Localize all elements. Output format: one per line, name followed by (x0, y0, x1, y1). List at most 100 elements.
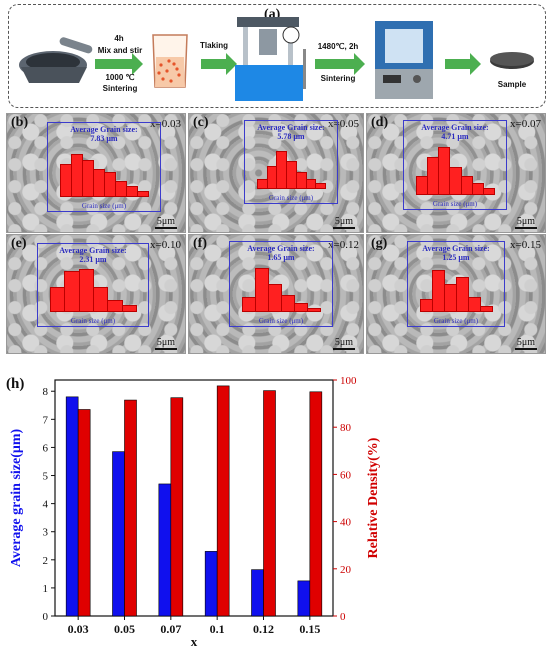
grain-size-histogram: Average Grain size: 5.78 μm Grain size (μm… (244, 120, 338, 204)
average-value: 7.83 μm (90, 134, 118, 143)
histogram-bar (456, 277, 469, 312)
grain-size-bar (251, 569, 264, 617)
histogram-bar (294, 303, 308, 312)
average-value: 1.25 μm (442, 253, 470, 262)
histogram-bar (307, 307, 321, 312)
histogram-bar (78, 268, 94, 312)
right-tick-label: 60 (340, 469, 352, 481)
mortar-pestle-icon (19, 37, 93, 83)
x-tick-label: 0.12 (253, 622, 274, 636)
histogram-bar (480, 305, 493, 312)
grain-size-histogram: Average Grain size: 1.25 μm Grain size (μm… (407, 241, 505, 327)
step1-temp: 1000 ℃ (105, 73, 135, 82)
histogram-axis-label: Grain size (μm) (81, 202, 127, 210)
left-tick-label: 4 (43, 499, 49, 511)
process-schematic-panel: (a) 4h Mix and stir 1000 ℃ Sintering Tla… (8, 4, 546, 108)
average-value: 2.31 μm (79, 255, 107, 264)
plot-frame (54, 379, 334, 617)
grain-size-bar (297, 580, 311, 617)
histogram-axis-label: Grain size (μm) (70, 317, 116, 325)
average-grain-size-text: Average Grain size: 5.78 μm (245, 123, 337, 141)
left-tick-label: 6 (43, 442, 49, 454)
x-tick-label: 0.07 (160, 622, 181, 636)
scale-bar: 5μm (154, 337, 177, 350)
right-axis-label: Relative Density(%) (366, 437, 381, 558)
composition-label: x=0.05 (328, 118, 359, 130)
density-bar (170, 397, 184, 617)
sem-micrograph: (g) x=0.15 5μm Average Grain size: 1.25 μm Gr… (366, 234, 546, 354)
grain-size-bar (158, 483, 172, 617)
panel-h-label: (h) (6, 376, 24, 392)
left-tick-label: 5 (43, 471, 49, 483)
average-label: Average Grain size: (421, 123, 489, 132)
histogram-bar (93, 286, 109, 312)
histogram-bar (64, 271, 80, 312)
average-label: Average Grain size: (70, 125, 138, 134)
histogram-bar (242, 296, 256, 312)
sem-micrograph: (b) x=0.03 5μm Average Grain size: 7.83 μm Gr… (6, 113, 186, 233)
sample-disk-icon (490, 52, 534, 69)
histogram-axis-label: Grain size (μm) (433, 317, 479, 325)
x-tick-label: 0.05 (114, 622, 135, 636)
left-tick-label: 8 (43, 386, 49, 398)
micrograph-label: (f) (193, 236, 207, 251)
average-value: 1.65 μm (267, 253, 295, 262)
left-tick-label: 0 (43, 611, 49, 623)
right-tick-label: 100 (340, 375, 357, 387)
micrograph-label: (d) (371, 115, 389, 130)
scale-bar: 5μm (154, 216, 177, 229)
sem-micrograph: (f) x=0.12 5μm Average Grain size: 1.65 μm Gr… (188, 234, 364, 354)
grain-size-bar (204, 551, 218, 617)
average-grain-size-text: Average Grain size: 7.83 μm (48, 125, 160, 143)
average-label: Average Grain size: (59, 246, 127, 255)
density-bar (77, 409, 91, 617)
step1-action: Mix and stir (97, 46, 143, 55)
step2-label: Tlaking (199, 41, 228, 50)
hydraulic-press-icon (235, 17, 306, 101)
composition-label: x=0.10 (150, 239, 181, 251)
density-bar (309, 391, 323, 617)
composition-label: x=0.03 (150, 118, 181, 130)
average-label: Average Grain size: (257, 123, 325, 132)
scale-bar: 5μm (332, 216, 355, 229)
grain-size-histogram: Average Grain size: 1.65 μm Grain size (μm… (229, 241, 333, 327)
right-tick-label: 0 (340, 611, 346, 623)
density-bar (124, 399, 137, 617)
step3-sintering: Sintering (320, 74, 356, 83)
composition-label: x=0.15 (510, 239, 541, 251)
x-axis-label: x (191, 634, 198, 649)
step4-label: Sample (497, 80, 527, 89)
right-tick-label: 40 (340, 517, 352, 529)
grain-size-bar (65, 396, 79, 617)
grain-size-histogram: Average Grain size: 2.31 μm Grain size (μm… (37, 243, 149, 327)
histogram-bar (255, 268, 269, 312)
x-tick-label: 0.1 (210, 622, 225, 636)
histogram-bar (121, 304, 137, 312)
histogram-bar (315, 182, 326, 189)
sem-micrograph: (d) x=0.07 5μm Average Grain size: 4.71 μm Gr… (366, 113, 546, 233)
average-grain-size-text: Average Grain size: 1.65 μm (230, 244, 332, 262)
scale-bar: 5μm (332, 337, 355, 350)
micrograph-label: (g) (371, 236, 388, 251)
histogram-axis-label: Grain size (μm) (268, 194, 314, 202)
average-label: Average Grain size: (247, 244, 315, 253)
histogram-bar (107, 299, 123, 312)
average-value: 5.78 μm (277, 132, 305, 141)
histogram-bar (50, 286, 66, 312)
histogram-bar (268, 283, 282, 312)
density-bar (216, 385, 230, 617)
histogram-bar (281, 294, 295, 312)
average-label: Average Grain size: (422, 244, 490, 253)
average-value: 4.71 μm (441, 132, 469, 141)
micrograph-label: (e) (11, 236, 27, 251)
histogram-axis-label: Grain size (μm) (432, 200, 478, 208)
composition-label: x=0.12 (328, 239, 359, 251)
micrograph-label: (c) (193, 115, 209, 130)
right-tick-label: 80 (340, 422, 352, 434)
furnace-icon (375, 21, 433, 99)
histogram-bar (482, 188, 495, 195)
composition-label: x=0.07 (510, 118, 541, 130)
density-bar (263, 390, 276, 617)
left-tick-label: 7 (43, 414, 49, 426)
